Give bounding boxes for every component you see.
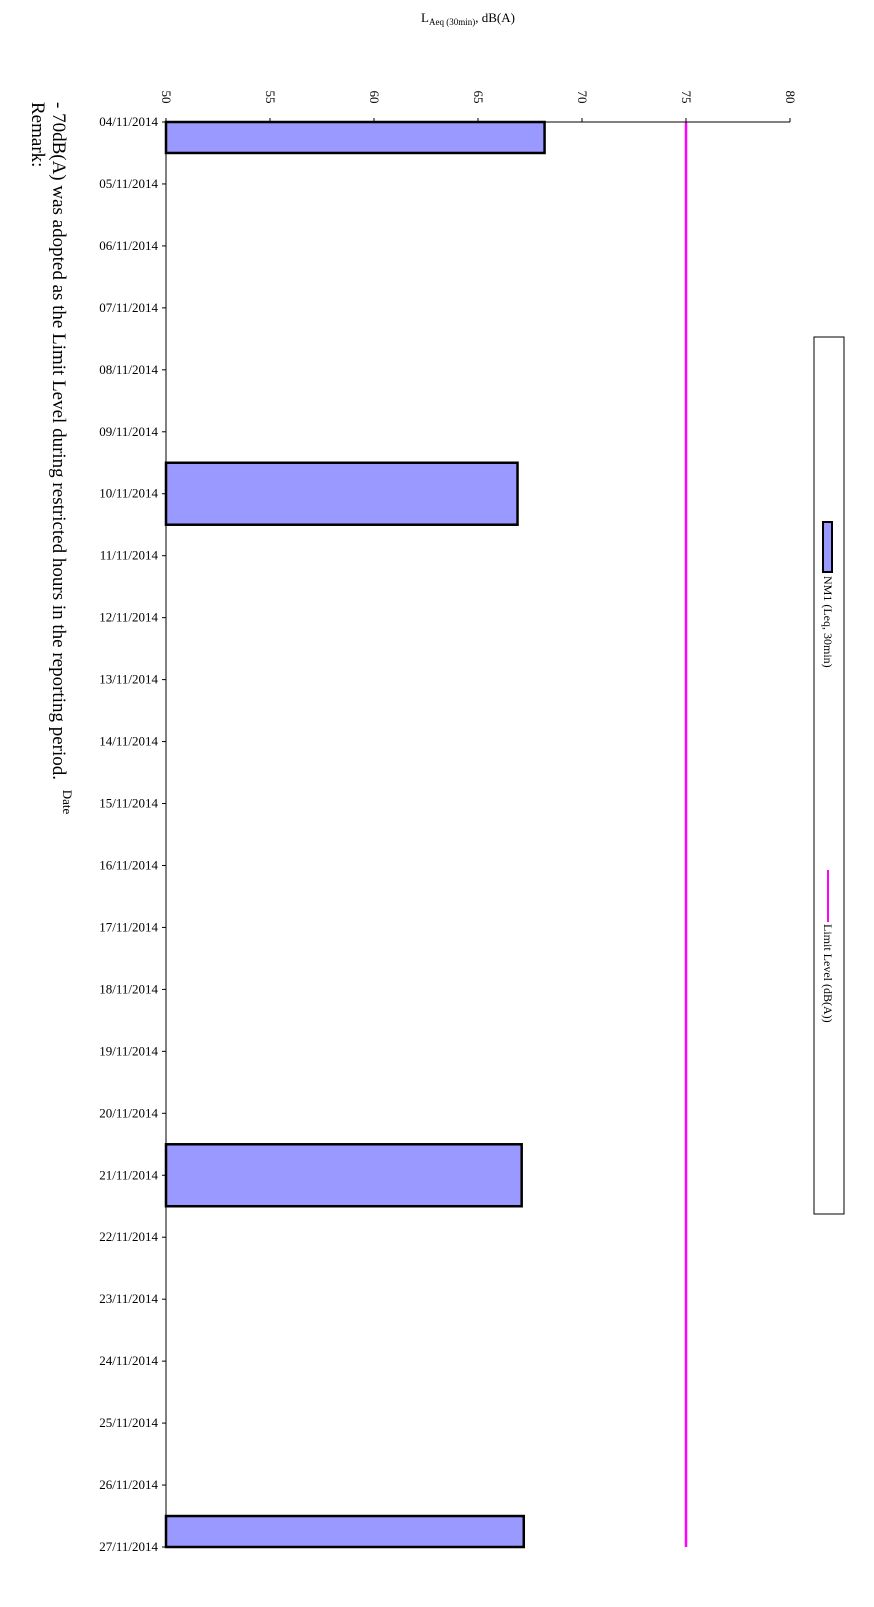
- remark-title: Remark:: [27, 102, 48, 167]
- date-tick-label: 11/11/2014: [100, 548, 159, 563]
- value-axis-title-sub: Aeq (30min): [429, 17, 475, 27]
- value-axis-title: LAeq (30min), dB(A): [421, 10, 515, 27]
- value-axis-title-base: L: [421, 10, 429, 25]
- bar: [164, 1143, 523, 1208]
- date-tick-label: 18/11/2014: [99, 981, 158, 996]
- date-tick-label: 09/11/2014: [99, 424, 158, 439]
- remark-text: - 70dB(A) was adopted as the Limit Level…: [48, 102, 69, 780]
- date-tick-label: 16/11/2014: [99, 857, 158, 872]
- bar: [164, 1514, 526, 1549]
- axes: [162, 118, 791, 1548]
- value-tick-label: 55: [263, 91, 278, 104]
- date-axis-title: Date: [60, 790, 75, 815]
- date-tick-label: 06/11/2014: [99, 238, 158, 253]
- date-tick-label: 15/11/2014: [99, 796, 158, 811]
- value-tick-labels: 50 55 60 65 70 75 80: [159, 91, 798, 104]
- legend-box: [813, 336, 845, 1215]
- value-tick-label: 60: [367, 91, 382, 104]
- date-tick-label: 23/11/2014: [99, 1291, 158, 1306]
- date-tick-label: 07/11/2014: [99, 300, 158, 315]
- legend-bar-swatch: [822, 521, 833, 573]
- legend: NM1 (Leq, 30min) Limit Level (dB(A)): [813, 336, 845, 1215]
- date-tick-label: 27/11/2014: [99, 1539, 158, 1554]
- value-axis-title-suffix: , dB(A): [475, 10, 515, 25]
- date-tick-label: 08/11/2014: [99, 362, 158, 377]
- date-tick-label: 12/11/2014: [99, 610, 158, 625]
- legend-bar-label: NM1 (Leq, 30min): [821, 576, 835, 668]
- date-tick-label: 13/11/2014: [99, 672, 158, 687]
- date-tick-labels: 04/11/2014 05/11/2014 06/11/2014 07/11/2014…: [99, 114, 158, 1554]
- date-tick-label: 25/11/2014: [99, 1415, 158, 1430]
- date-tick-label: 19/11/2014: [99, 1043, 158, 1058]
- bar-series: [164, 120, 546, 1549]
- date-tick-label: 10/11/2014: [99, 486, 158, 501]
- legend-line-label: Limit Level (dB(A)): [821, 924, 835, 1023]
- date-tick-label: 21/11/2014: [99, 1167, 158, 1182]
- date-tick-label: 04/11/2014: [99, 114, 158, 129]
- remark: Remark: - 70dB(A) was adopted as the Lim…: [27, 102, 69, 780]
- date-tick-label: 22/11/2014: [99, 1229, 158, 1244]
- bar: [164, 461, 519, 526]
- date-tick-label: 17/11/2014: [99, 919, 158, 934]
- date-tick-label: 05/11/2014: [99, 176, 158, 191]
- value-tick-label: 70: [575, 91, 590, 104]
- bar: [164, 120, 546, 155]
- value-tick-label: 65: [471, 91, 486, 104]
- date-tick-label: 26/11/2014: [99, 1477, 158, 1492]
- value-tick-label: 80: [783, 91, 798, 104]
- date-tick-label: 24/11/2014: [99, 1353, 158, 1368]
- date-tick-label: 20/11/2014: [99, 1105, 158, 1120]
- value-tick-label: 75: [679, 91, 694, 104]
- value-tick-label: 50: [159, 91, 174, 104]
- date-tick-label: 14/11/2014: [99, 734, 158, 749]
